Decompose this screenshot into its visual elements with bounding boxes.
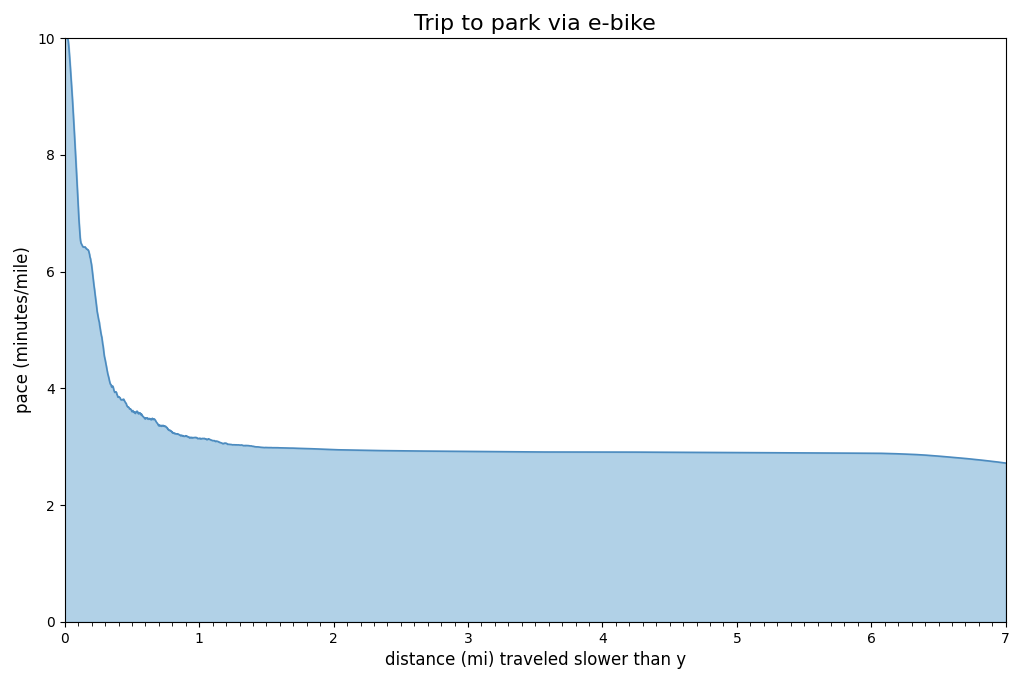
Title: Trip to park via e-bike: Trip to park via e-bike: [415, 14, 656, 34]
X-axis label: distance (mi) traveled slower than y: distance (mi) traveled slower than y: [385, 651, 686, 669]
Y-axis label: pace (minutes/mile): pace (minutes/mile): [14, 247, 32, 413]
